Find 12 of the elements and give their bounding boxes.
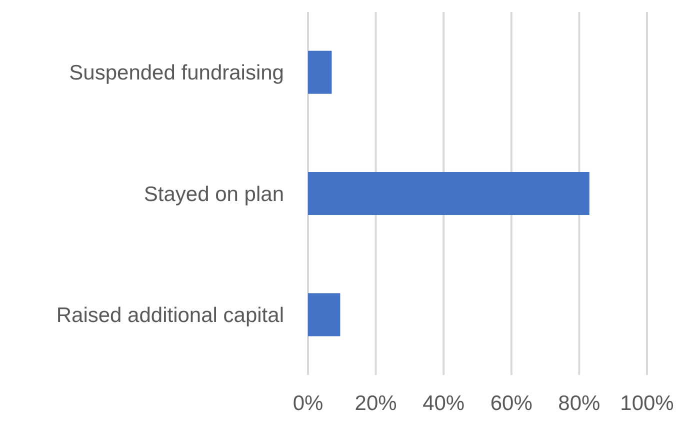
y-tick-label: Suspended fundraising (69, 62, 284, 85)
x-tick-label: 40% (422, 392, 465, 415)
bar (308, 172, 590, 216)
x-tick-label: 20% (354, 392, 397, 415)
y-tick-label: Raised additional capital (56, 304, 284, 328)
bar (308, 50, 332, 94)
x-tick-label: 0% (292, 392, 324, 415)
x-tick-label: 60% (490, 392, 532, 415)
x-tick-label: 100% (620, 392, 674, 415)
x-tick-label: 80% (558, 392, 600, 415)
y-tick-label: Stayed on plan (144, 182, 284, 206)
bar (308, 293, 340, 336)
